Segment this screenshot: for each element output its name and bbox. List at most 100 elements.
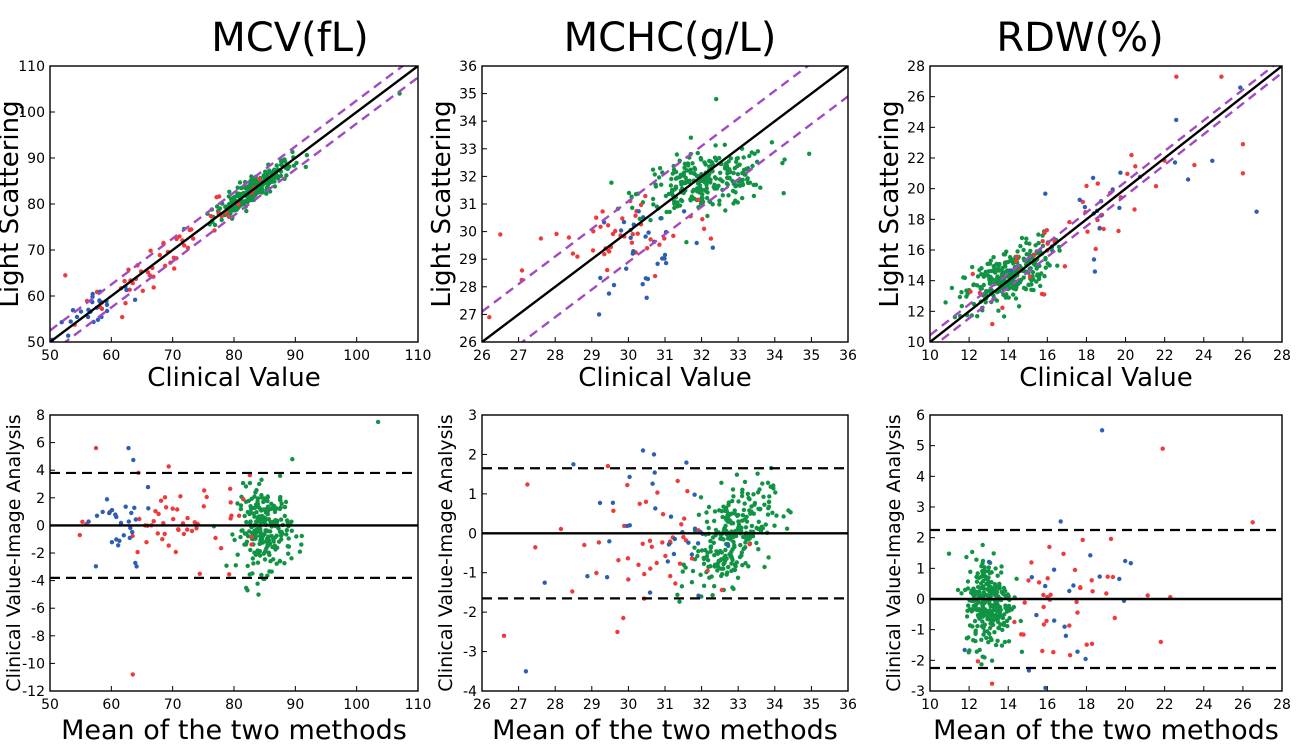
data-point-green <box>223 204 228 209</box>
data-point-green <box>262 498 267 503</box>
y-tick-label: -10 <box>22 656 45 672</box>
data-point-green <box>730 487 736 492</box>
data-point-green <box>232 537 237 543</box>
data-point-red <box>63 273 68 278</box>
y-tick-label: 33 <box>459 142 477 158</box>
data-point-green <box>256 525 262 531</box>
data-point-blue <box>611 282 617 288</box>
data-point-red <box>975 659 981 664</box>
limit-line <box>936 71 1282 342</box>
data-point-green <box>721 562 726 567</box>
data-point-green <box>975 584 981 590</box>
data-point-green <box>257 549 263 554</box>
data-point-green <box>1018 243 1023 249</box>
data-point-green <box>943 300 948 305</box>
data-point-blue <box>128 525 133 531</box>
data-point-blue <box>1067 588 1072 594</box>
data-point-green <box>965 579 971 584</box>
data-point-green <box>964 294 969 299</box>
data-point-green <box>214 204 220 209</box>
data-point-blue <box>1210 158 1215 163</box>
data-point-green <box>240 528 245 533</box>
data-point-green <box>1036 232 1041 237</box>
data-point-green <box>964 554 969 560</box>
y-tick-label: 28 <box>459 280 477 296</box>
data-point-red <box>257 177 262 182</box>
data-point-blue <box>696 593 701 598</box>
mchc_scatter-x-axis-label: Clinical Value <box>578 363 751 393</box>
data-point-green <box>278 159 284 164</box>
data-point-red <box>487 315 492 320</box>
data-point-green <box>703 548 708 553</box>
data-point-green <box>968 569 973 574</box>
data-point-green <box>679 182 684 187</box>
data-point-green <box>1024 252 1029 257</box>
data-point-blue <box>1052 618 1057 623</box>
data-point-green <box>763 522 768 527</box>
data-point-green <box>1002 639 1008 645</box>
y-tick-label: 14 <box>907 274 925 290</box>
data-point-blue <box>93 564 99 569</box>
data-point-green <box>728 554 733 559</box>
data-point-green <box>730 547 735 552</box>
data-point-blue <box>621 219 627 225</box>
data-point-green <box>650 196 656 202</box>
y-tick-label: 8 <box>36 408 45 424</box>
x-tick-label: 31 <box>656 348 674 364</box>
data-point-green <box>747 497 752 502</box>
data-point-green <box>966 603 971 608</box>
data-point-green <box>284 173 289 178</box>
x-tick-label: 36 <box>839 348 857 364</box>
data-point-blue <box>1097 574 1102 579</box>
data-point-blue <box>1062 624 1067 629</box>
x-tick-label: 33 <box>729 697 747 713</box>
x-tick-label: 60 <box>102 697 120 713</box>
data-point-green <box>732 166 737 171</box>
x-tick-label: 34 <box>766 697 784 713</box>
data-point-red <box>241 497 246 502</box>
data-point-blue <box>692 526 698 531</box>
data-point-green <box>688 167 693 172</box>
data-point-red <box>602 252 607 257</box>
data-point-blue <box>1254 209 1259 214</box>
data-point-green <box>278 533 284 538</box>
data-point-red <box>682 516 687 521</box>
y-tick-label: 30 <box>459 225 477 241</box>
data-point-red <box>1240 171 1246 176</box>
data-point-green <box>705 213 710 219</box>
data-point-green <box>773 490 778 495</box>
x-tick-label: 29 <box>583 697 601 713</box>
data-point-green <box>1003 588 1008 594</box>
data-point-green <box>732 508 737 513</box>
y-tick-label: 12 <box>907 304 925 320</box>
data-point-green <box>669 176 674 182</box>
data-point-blue <box>1063 633 1069 638</box>
data-point-green <box>704 554 710 559</box>
data-point-green <box>993 642 999 648</box>
x-tick-label: 70 <box>164 697 182 713</box>
data-point-red <box>173 549 178 555</box>
data-point-blue <box>94 513 100 518</box>
data-point-green <box>723 547 728 553</box>
data-point-green <box>725 536 731 541</box>
data-point-green <box>696 512 702 517</box>
data-point-green <box>756 526 761 532</box>
x-tick-label: 110 <box>405 348 432 364</box>
data-point-green <box>260 187 265 192</box>
data-point-blue <box>68 319 73 324</box>
data-point-green <box>1006 639 1012 644</box>
data-point-blue <box>126 445 131 451</box>
data-point-blue <box>653 506 658 511</box>
data-point-green <box>730 498 735 504</box>
data-point-green <box>740 177 745 182</box>
data-point-green <box>988 604 993 609</box>
y-tick-label: 10 <box>907 335 925 351</box>
data-point-green <box>717 198 722 203</box>
data-point-green <box>718 170 723 175</box>
data-point-red <box>140 288 145 293</box>
data-point-green <box>744 537 749 542</box>
data-point-blue <box>1034 612 1039 618</box>
data-point-red <box>1022 600 1027 605</box>
data-point-green <box>712 518 717 524</box>
data-point-green <box>731 494 736 499</box>
